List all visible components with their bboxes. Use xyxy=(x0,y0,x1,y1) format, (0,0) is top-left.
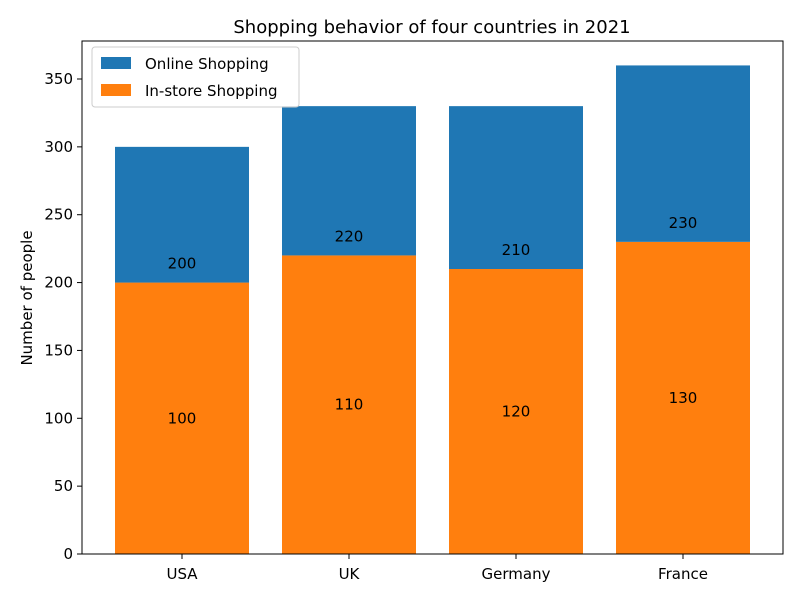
data-label-online-france: 230 xyxy=(669,214,698,232)
y-tick-label: 0 xyxy=(63,545,73,563)
y-tick-label: 350 xyxy=(44,70,73,88)
x-tick-label-germany: Germany xyxy=(482,565,551,583)
y-tick-label: 200 xyxy=(44,274,73,292)
bar-in-store-shopping-france xyxy=(616,241,750,554)
bar-in-store-shopping-germany xyxy=(449,269,583,554)
data-label-instore-germany: 120 xyxy=(502,403,531,421)
y-axis: 0 50 100 150 200 250 300 350 xyxy=(44,70,82,563)
plot-area: 100 200 110 220 120 210 130 230 xyxy=(115,65,750,554)
x-tick-label-uk: UK xyxy=(339,565,361,583)
bar-in-store-shopping-uk xyxy=(282,255,416,554)
y-axis-title: Number of people xyxy=(18,230,36,365)
y-tick-label: 250 xyxy=(44,206,73,224)
legend: Online Shopping In-store Shopping xyxy=(91,46,300,108)
legend-swatch-instore xyxy=(101,84,131,96)
data-label-online-uk: 220 xyxy=(335,227,364,245)
x-tick-label-usa: USA xyxy=(166,565,198,583)
legend-swatch-online xyxy=(101,57,131,69)
y-tick-label: 50 xyxy=(54,477,73,495)
bar-in-store-shopping-usa xyxy=(115,282,249,554)
x-axis: USA UK Germany France xyxy=(166,554,708,583)
y-tick-label: 150 xyxy=(44,341,73,359)
data-label-instore-france: 130 xyxy=(669,389,698,407)
y-tick-label: 300 xyxy=(44,138,73,156)
legend-label-instore: In-store Shopping xyxy=(145,82,278,100)
bar-online-shopping-uk xyxy=(282,106,416,256)
chart-title: Shopping behavior of four countries in 2… xyxy=(233,17,630,38)
plot-frame xyxy=(81,40,784,555)
bar-online-shopping-germany xyxy=(449,106,583,270)
data-label-instore-uk: 110 xyxy=(335,396,364,414)
data-label-instore-usa: 100 xyxy=(168,409,197,427)
y-tick-label: 100 xyxy=(44,409,73,427)
legend-box xyxy=(91,46,300,108)
data-label-online-usa: 200 xyxy=(168,255,197,273)
bar-online-shopping-usa xyxy=(115,146,249,283)
bar-online-shopping-france xyxy=(616,65,750,242)
x-tick-label-france: France xyxy=(658,565,708,583)
legend-label-online: Online Shopping xyxy=(145,55,269,73)
data-label-online-germany: 210 xyxy=(502,241,531,259)
